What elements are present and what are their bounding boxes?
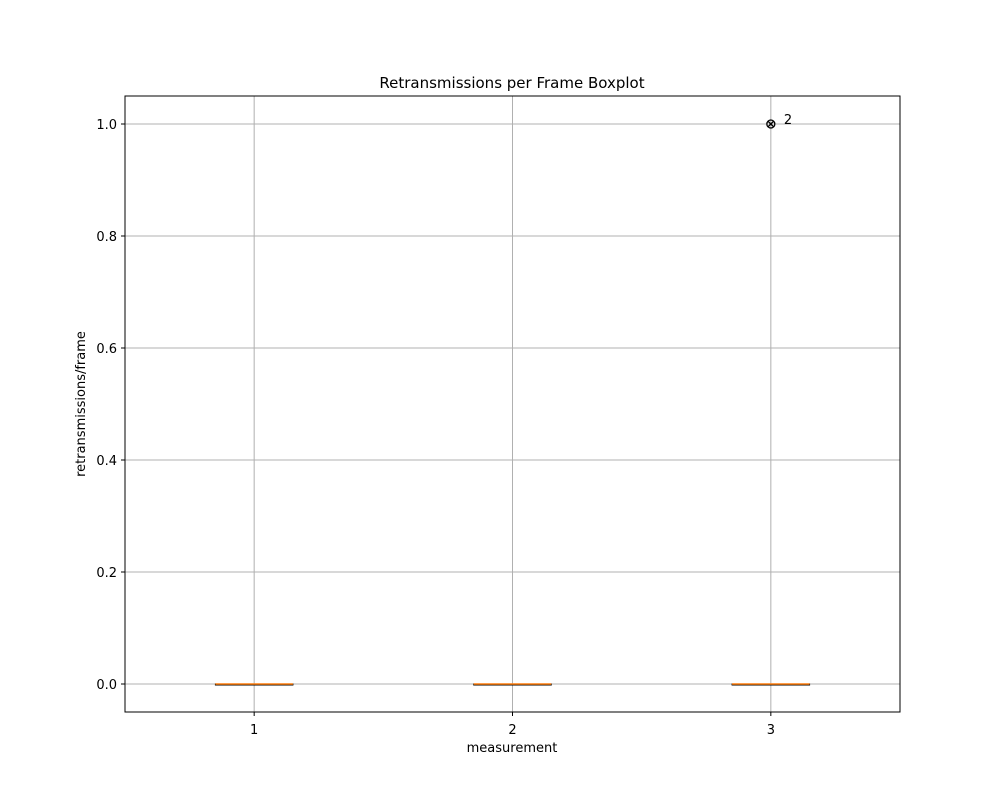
x-axis-label: measurement bbox=[467, 741, 558, 756]
x-tick-label: 2 bbox=[508, 723, 516, 738]
y-axis-ticks: 0.0 0.2 0.4 0.6 0.8 1.0 bbox=[96, 118, 125, 693]
x-axis-ticks: 1 2 3 bbox=[250, 712, 775, 738]
box-2 bbox=[473, 683, 552, 686]
grid bbox=[125, 96, 900, 712]
y-tick-label: 0.8 bbox=[96, 230, 117, 245]
x-tick-label: 3 bbox=[767, 723, 775, 738]
box-3 bbox=[731, 683, 811, 686]
chart-title: Retransmissions per Frame Boxplot bbox=[379, 74, 644, 92]
y-tick-label: 0.2 bbox=[96, 566, 117, 581]
outlier-label: 2 bbox=[784, 113, 792, 128]
y-tick-label: 0.4 bbox=[96, 454, 117, 469]
x-tick-label: 1 bbox=[250, 723, 258, 738]
outlier-point bbox=[766, 119, 776, 129]
y-tick-label: 0.0 bbox=[96, 678, 117, 693]
y-tick-label: 1.0 bbox=[96, 118, 117, 133]
y-tick-label: 0.6 bbox=[96, 342, 117, 357]
boxes bbox=[214, 683, 811, 686]
outliers: 2 bbox=[766, 113, 792, 129]
y-axis-label: retransmissions/frame bbox=[74, 331, 89, 477]
box-1 bbox=[214, 683, 294, 686]
